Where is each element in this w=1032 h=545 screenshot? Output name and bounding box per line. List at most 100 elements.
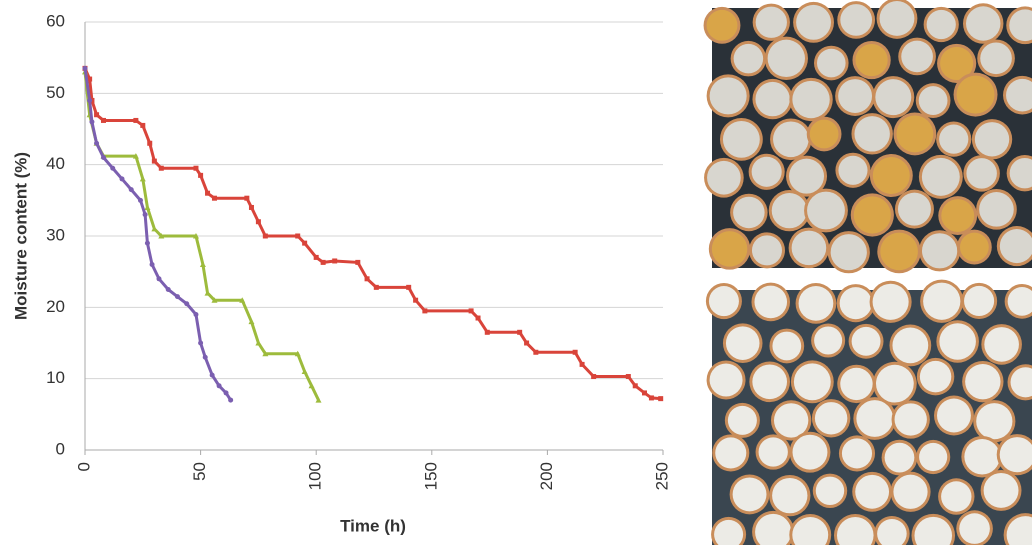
point [87,97,93,103]
point [151,225,158,232]
point [94,140,100,146]
point [642,390,648,396]
shell-inside [941,199,975,232]
point [313,254,319,260]
shell-inside [999,229,1032,264]
point [294,350,301,357]
shell-inside [727,405,757,435]
shell-inside [919,442,948,472]
point [149,262,155,268]
shell-inside [926,9,956,40]
point [248,318,255,325]
point [632,383,638,389]
photos [703,0,1032,545]
shell-inside [966,6,1001,41]
point [301,368,308,375]
shell-inside [707,160,741,195]
point [144,204,151,210]
shell-inside [923,282,961,320]
shell-inside [792,80,830,119]
shell-inside [1009,9,1032,42]
point [87,76,93,82]
point [332,258,338,264]
point [156,276,162,282]
shell-inside [816,48,846,78]
shell-inside [792,516,829,545]
point [205,190,211,196]
point [579,361,585,367]
shell-inside [798,286,834,321]
shell-inside [815,476,845,506]
point [198,340,204,346]
point [94,112,100,118]
shell-inside [706,9,738,41]
shell-inside [897,192,931,226]
shell-inside [840,4,873,36]
shell-inside [854,116,890,152]
shell-inside [984,327,1019,362]
shell-inside [974,122,1010,157]
shell-inside [877,518,907,545]
point [262,233,268,239]
shell-inside [709,77,747,115]
point [244,195,250,201]
point [82,65,88,71]
point [413,297,419,303]
y-axis-title: Moisture content (%) [11,152,30,320]
point [202,354,208,360]
x-tick-label: 250 [652,462,671,490]
point [132,153,139,159]
point [199,261,206,268]
shell-inside [1009,158,1032,189]
shell-inside [894,403,927,436]
shell-inside [999,437,1032,473]
shell-inside [892,327,929,364]
shell-inside [980,42,1012,75]
shell-inside [836,516,874,545]
point [648,395,654,401]
shell-inside [875,79,912,116]
shell-inside [732,477,767,512]
point [308,382,315,389]
point [198,172,204,178]
shell-inside [939,323,976,360]
point [228,397,234,403]
shell-inside [872,283,909,320]
shell-inside [711,231,748,267]
shell-inside [1010,367,1032,398]
shell-inside [1006,516,1032,545]
point [174,294,180,300]
shell-inside [919,360,952,393]
point [373,284,379,290]
shell-inside [751,156,782,187]
shell-inside [851,326,881,356]
shell-inside [807,191,845,230]
point [100,117,106,123]
y-tick-label: 40 [46,154,65,173]
shell-inside [921,157,960,196]
shell-inside [872,157,910,194]
shell-inside [1006,78,1032,112]
shell-inside [966,158,997,189]
point [355,259,361,265]
y-tick-label: 60 [46,11,65,30]
y-tick-label: 10 [46,368,65,387]
shell-inside [733,196,765,229]
shell-inside [840,367,873,401]
shell-inside [722,120,760,158]
shell-inside [875,364,914,403]
point [524,340,530,346]
point [184,301,190,307]
point [364,276,370,282]
point [315,397,322,403]
shell-inside [752,364,787,400]
point [484,329,490,335]
shell-inside [853,196,891,234]
shell-inside [725,326,760,360]
point [422,308,428,314]
point [517,329,523,335]
shell-inside [940,46,974,80]
shell-inside [1007,286,1032,316]
x-tick-label: 0 [74,462,93,471]
point [140,122,146,128]
